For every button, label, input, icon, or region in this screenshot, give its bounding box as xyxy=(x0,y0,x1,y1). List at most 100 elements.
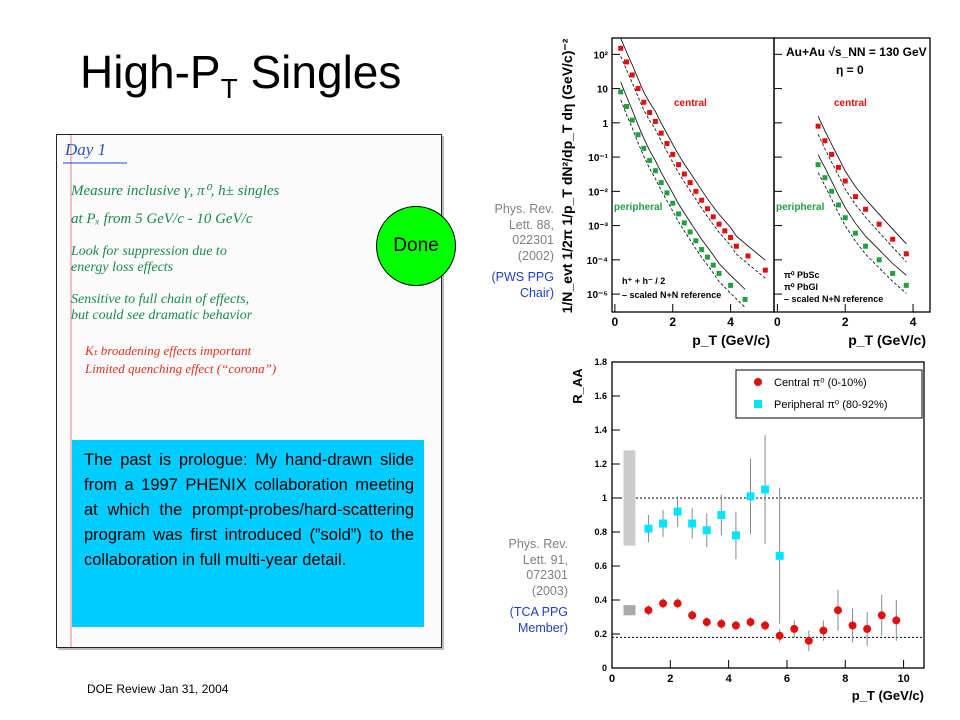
title-subscript: T xyxy=(220,73,238,104)
raa-xlabel: p_T (GeV/c) xyxy=(852,688,924,703)
spectra-annotation: η = 0 xyxy=(836,63,864,77)
spectra-ytick-label: 10⁻¹ xyxy=(588,153,608,164)
spectra-series-label: peripheral xyxy=(776,202,825,213)
spectra-point xyxy=(676,162,682,168)
spectra-point xyxy=(623,59,629,65)
raa-systematic-box xyxy=(623,605,636,616)
spectra-ytick-label: 10⁻² xyxy=(588,187,608,198)
spectra-ylabel: 1/N_evt 1/2π 1/p_T dN²/dp_T dη (GeV/c)⁻² xyxy=(559,38,575,313)
spectra-point xyxy=(710,262,716,268)
raa-xtick-label: 8 xyxy=(842,673,848,685)
spectra-point xyxy=(852,194,858,200)
spectra-point xyxy=(710,214,716,220)
spectra-point xyxy=(716,270,722,276)
spectra-annotation: Au+Au √s_NN = 130 GeV xyxy=(786,45,927,59)
raa-central-point xyxy=(790,624,799,633)
spectra-point xyxy=(835,202,841,208)
spectra-point xyxy=(647,110,653,116)
raa-central-point xyxy=(877,611,886,620)
spectra-point xyxy=(733,243,739,249)
spectra-ytick-label: 10⁻⁴ xyxy=(587,256,608,267)
raa-central-point xyxy=(731,621,740,630)
ref-bottom-line: Lett. 91, xyxy=(522,552,568,567)
spectra-panel-1: 0 2 4 p_T (GeV/c) central peripheral h⁺ + h⁻ /… xyxy=(611,37,775,348)
spectra-point xyxy=(635,86,641,92)
raa-peripheral-point xyxy=(702,526,711,535)
raa-central-point xyxy=(863,624,872,633)
raa-ytick-label: 0.2 xyxy=(594,629,607,639)
raa-ytick-label: 0.4 xyxy=(594,595,607,605)
caption-text: The past is prologue: My hand-drawn slid… xyxy=(84,451,414,569)
spectra-ytick-label: 10² xyxy=(594,50,609,61)
spectra-point xyxy=(641,145,647,151)
raa-ytick-label: 1 xyxy=(602,493,607,503)
spectra-point xyxy=(822,175,828,181)
raa-ylabel: R_AA xyxy=(570,368,585,404)
spectra-legend-entry: π⁰ PbGl xyxy=(784,282,818,292)
spectra-point xyxy=(635,132,641,138)
done-label: Done xyxy=(393,235,439,256)
spectra-point xyxy=(903,251,909,257)
spectra-point xyxy=(876,257,882,263)
raa-central-point xyxy=(673,599,682,608)
spectra-point xyxy=(693,238,699,244)
spectra-point xyxy=(670,200,676,206)
spectra-point xyxy=(687,180,693,186)
hw-line-7: but could see dramatic behavior xyxy=(71,308,253,323)
raa-ytick-label: 1.4 xyxy=(594,425,607,435)
spectra-ytick-label: 10⁻⁵ xyxy=(587,290,608,301)
spectra-point xyxy=(835,164,841,170)
spectra-point xyxy=(652,168,658,174)
spectra-point xyxy=(822,138,828,144)
hw-line-9: Limited quenching effect (“corona”) xyxy=(84,361,276,376)
spectra-point xyxy=(658,180,664,186)
spectra-xtick-label: 2 xyxy=(669,315,676,329)
spectra-point xyxy=(842,178,848,184)
spectra-point xyxy=(903,282,909,288)
spectra-point xyxy=(693,188,699,194)
spectra-point xyxy=(629,72,635,78)
spectra-point xyxy=(852,230,858,236)
raa-central-point xyxy=(892,616,901,625)
raa-peripheral-point xyxy=(746,492,755,501)
spectra-point xyxy=(676,211,682,217)
spectra-point xyxy=(658,130,664,136)
ref-top-line: Phys. Rev. xyxy=(494,202,554,216)
spectra-point xyxy=(664,140,670,146)
raa-xtick-label: 0 xyxy=(609,673,615,685)
hw-line-6: Sensitive to full chain of effects, xyxy=(71,292,249,307)
ref-top-role: (PWS PPG xyxy=(491,270,554,284)
ref-top-line: (2002) xyxy=(517,248,554,263)
raa-legend-entry: Central π⁰ (0-10%) xyxy=(774,377,867,389)
spectra-point xyxy=(647,157,653,163)
spectra-panel-2: 0 2 4 p_T (GeV/c) central peripheral Au+Au √s_… xyxy=(773,37,931,348)
raa-central-point xyxy=(775,631,784,640)
spectra-series-label: central xyxy=(834,98,867,109)
raa-ytick-label: 0.6 xyxy=(594,561,607,571)
spectra-point xyxy=(728,234,734,240)
spectra-point xyxy=(716,221,722,227)
spectra-point xyxy=(829,188,835,194)
spectra-point xyxy=(618,45,624,51)
hw-line-1: Day 1 xyxy=(64,140,106,159)
hw-line-4: Look for suppression due to xyxy=(70,244,227,259)
spectra-point xyxy=(699,247,705,253)
raa-central-point xyxy=(702,618,711,627)
spectra-ytick-label: 1 xyxy=(602,119,608,130)
spectra-reference-curve xyxy=(817,134,907,263)
spectra-point xyxy=(699,197,705,203)
raa-peripheral-point xyxy=(731,531,740,540)
spectra-reference-curve xyxy=(817,154,907,276)
title-tail: Singles xyxy=(237,46,402,98)
raa-legend-box xyxy=(735,369,923,419)
raa-peripheral-point xyxy=(775,551,784,560)
raa-chart: 0 0.2 0.4 0.6 0.8 1 1.2 1.4 1.6 1.8 0 2 4 6 8 10 p_T (Ge… xyxy=(570,357,925,703)
spectra-point xyxy=(722,228,728,234)
hw-line-5: energy loss effects xyxy=(71,260,174,275)
raa-ytick-label: 1.8 xyxy=(594,357,607,367)
raa-xtick-label: 2 xyxy=(667,673,673,685)
spectra-point xyxy=(681,220,687,226)
spectra-point xyxy=(742,296,748,302)
spectra-point xyxy=(629,117,635,123)
spectra-legend-entry: – scaled N+N reference xyxy=(784,294,883,304)
